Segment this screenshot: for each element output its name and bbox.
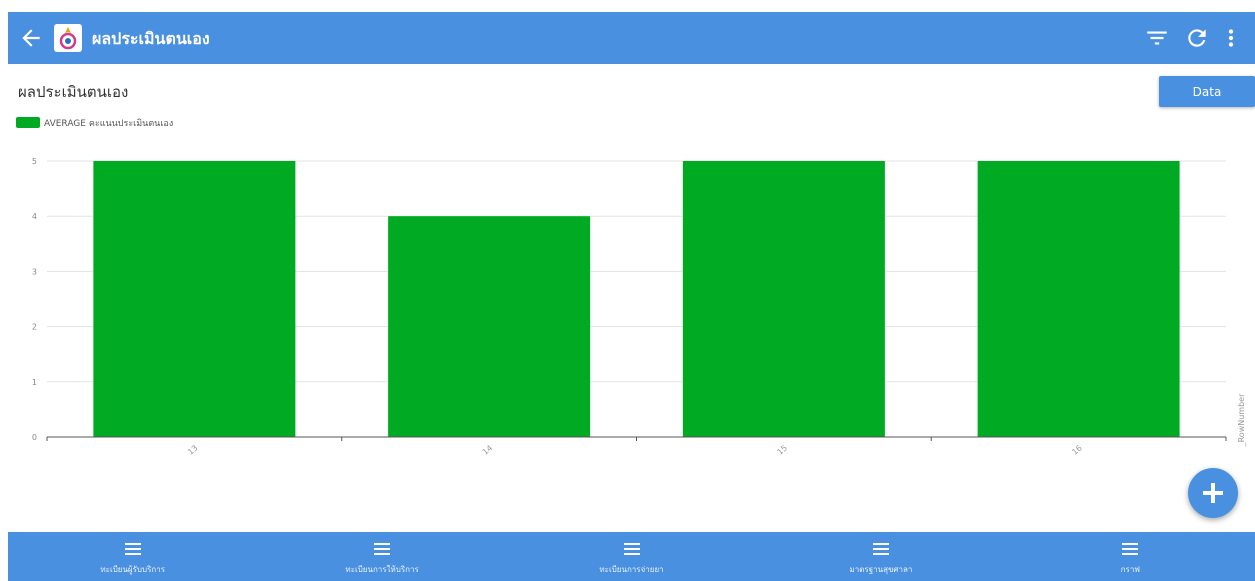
bar [682,161,885,437]
y-tick-label: 2 [32,323,37,332]
list-icon [374,543,391,555]
y-tick-label: 4 [32,212,37,221]
x-axis-title: _RowNumber [1237,393,1246,447]
nav-label: ทะเบียนการจ่ายยา [599,565,664,574]
nav-label: ทะเบียนผู้รับบริการ [100,565,165,574]
add-icon [1203,483,1223,503]
nav-label: มาตรฐานสุขศาลา [849,565,913,574]
app-logo-icon [54,24,82,52]
x-tick-label: 16 [1070,443,1084,456]
nav-item-dispensing-register[interactable]: ทะเบียนการจ่ายยา [507,532,756,581]
x-tick-label: 14 [481,443,495,456]
y-tick-label: 3 [32,267,37,276]
x-tick-label: 13 [186,443,200,456]
list-icon [623,543,640,555]
nav-item-service-register[interactable]: ทะเบียนการให้บริการ [257,532,506,581]
nav-item-graph[interactable]: กราฟ [1006,532,1255,581]
x-tick-label: 15 [775,443,789,456]
nav-item-patient-register[interactable]: ทะเบียนผู้รับบริการ [8,532,257,581]
y-tick-label: 0 [32,433,37,442]
filter-icon[interactable] [1144,25,1170,51]
app-bar: ผลประเมินตนเอง [8,12,1255,64]
nav-label: ทะเบียนการให้บริการ [345,565,419,574]
bar [93,161,296,437]
data-button[interactable]: Data [1159,76,1255,107]
bar [977,161,1180,437]
page-title: ผลประเมินตนเอง [18,83,129,101]
list-icon [872,543,889,555]
y-tick-label: 5 [32,157,37,166]
refresh-icon[interactable] [1184,25,1210,51]
more-vert-icon[interactable] [1218,25,1244,51]
nav-label: กราฟ [1120,565,1140,574]
bar [388,216,591,437]
legend-label: AVERAGE คะแนนประเมินตนเอง [44,119,174,129]
nav-item-health-standard[interactable]: มาตรฐานสุขศาลา [756,532,1005,581]
back-arrow-icon[interactable] [18,25,44,51]
bar-chart: 0 1 2 3 4 5 13 14 15 16 _RowNumber [32,157,1246,457]
bottom-nav: ทะเบียนผู้รับบริการ ทะเบียนการให้บริการ … [8,532,1255,581]
y-tick-label: 1 [32,378,37,387]
list-icon [1122,543,1139,555]
app-title: ผลประเมินตนเอง [92,29,210,48]
list-icon [124,543,141,555]
add-fab-button[interactable] [1188,468,1238,518]
legend-swatch [16,117,40,128]
